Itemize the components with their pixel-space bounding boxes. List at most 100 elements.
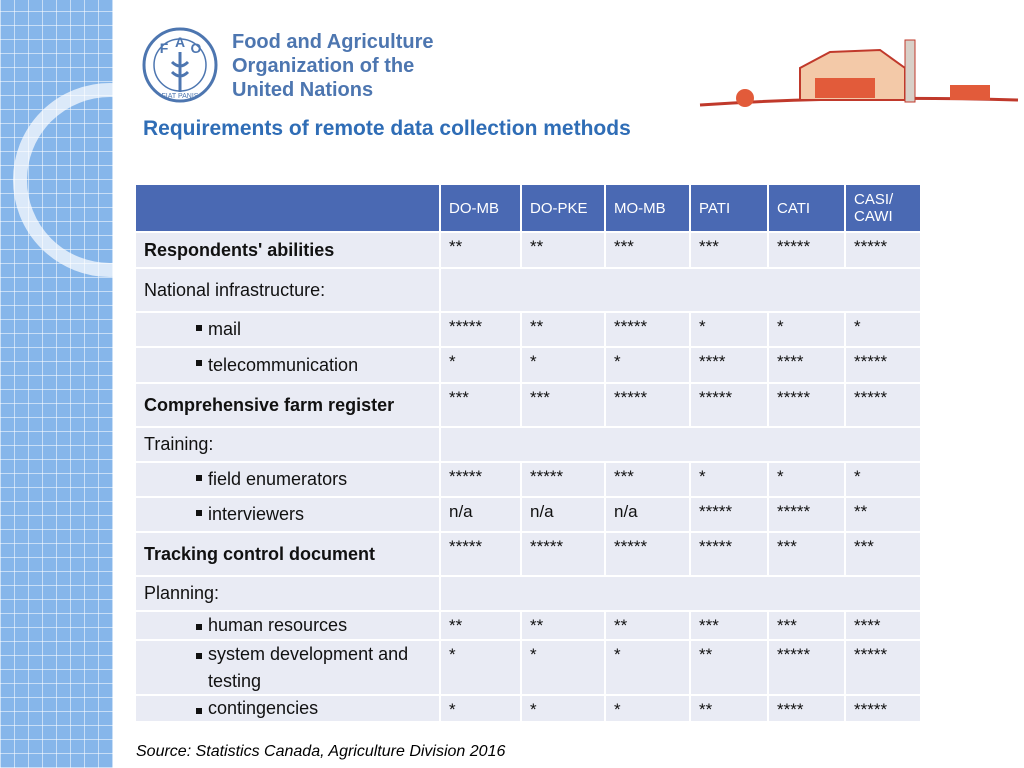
table-cell: **	[522, 233, 604, 267]
row-label: interviewers	[136, 498, 439, 531]
table-cell: *****	[606, 313, 689, 346]
org-name-line: United Nations	[232, 79, 374, 101]
bullet	[196, 475, 202, 481]
row-label: human resources	[136, 612, 439, 639]
table-cell: *	[441, 348, 520, 382]
bullet	[196, 360, 202, 366]
table-cell: ***	[606, 463, 689, 496]
column-header: PATI	[691, 185, 767, 231]
logo-letter: A	[175, 34, 185, 50]
row-label: Respondents' abilities	[136, 233, 439, 267]
row-label: field enumerators	[136, 463, 439, 496]
item-label: telecommunication	[208, 354, 359, 375]
logo-motto: FIAT PANIS	[162, 93, 199, 100]
table-cell: ***	[522, 384, 604, 426]
table-cell: *	[441, 696, 520, 721]
table-cell: *	[522, 348, 604, 382]
row-label: mail	[136, 313, 439, 346]
table-cell: *****	[846, 696, 920, 721]
table-cell: **	[691, 696, 767, 721]
column-header: DO-MB	[441, 185, 520, 231]
table-cell: n/a	[606, 498, 689, 531]
table-cell: ****	[769, 696, 844, 721]
table-cell: ***	[691, 612, 767, 639]
item-label: interviewers	[208, 504, 305, 524]
table-cell: *****	[769, 641, 844, 694]
column-header: MO-MB	[606, 185, 689, 231]
table-cell: **	[691, 641, 767, 694]
section-label: National infrastructure:	[136, 269, 439, 311]
org-name: Food and Agriculture Organization of the…	[232, 30, 433, 102]
table-cell: *****	[441, 463, 520, 496]
section-label: Planning:	[136, 577, 439, 610]
logo-letter: F	[160, 40, 169, 56]
table-cell: n/a	[522, 498, 604, 531]
row-label: telecommunication	[136, 348, 439, 382]
table-cell: *****	[769, 384, 844, 426]
table-cell: ****	[691, 348, 767, 382]
row-label: Comprehensive farm register	[136, 384, 439, 426]
table-cell: ***	[441, 384, 520, 426]
table-cell: *	[522, 641, 604, 694]
source-note: Source: Statistics Canada, Agriculture D…	[136, 743, 506, 760]
item-label: field enumerators	[208, 469, 348, 489]
table-cell: **	[606, 612, 689, 639]
org-name-line: Food and Agriculture	[232, 31, 434, 53]
table-cell: *****	[846, 641, 920, 694]
table-cell: *	[846, 463, 920, 496]
table-cell: **	[522, 612, 604, 639]
table-cell: *****	[691, 384, 767, 426]
bullet	[196, 624, 202, 630]
item-label: human resources	[208, 615, 348, 635]
table-cell: *	[846, 313, 920, 346]
table-cell: ***	[769, 533, 844, 575]
table-cell: ***	[691, 233, 767, 267]
section-fill	[441, 428, 920, 461]
table-cell: ****	[846, 612, 920, 639]
table-cell: ***	[769, 612, 844, 639]
table-cell: *	[522, 696, 604, 721]
sidebar-pattern	[0, 0, 113, 768]
column-header: CASI/ CAWI	[846, 185, 920, 231]
table-cell: *****	[846, 384, 920, 426]
logo-wheat	[170, 52, 190, 92]
logo-letter: O	[191, 40, 202, 56]
table-cell: *****	[606, 384, 689, 426]
bullet	[196, 708, 202, 714]
table-cell: *****	[441, 313, 520, 346]
section-label: Training:	[136, 428, 439, 461]
table-cell: *	[691, 313, 767, 346]
column-header: CATI	[769, 185, 844, 231]
table-cell: *****	[846, 348, 920, 382]
table-cell: *****	[846, 233, 920, 267]
table-cell: **	[441, 612, 520, 639]
table-cell: *	[606, 696, 689, 721]
table-cell: *****	[522, 463, 604, 496]
item-label: contingencies	[208, 698, 319, 718]
table-cell: *	[441, 641, 520, 694]
item-label: system development and testing	[208, 643, 409, 691]
bullet	[196, 510, 202, 516]
table-cell: *****	[522, 533, 604, 575]
table-cell: *	[691, 463, 767, 496]
table-cell: ****	[769, 348, 844, 382]
org-name-line: Organization of the	[232, 55, 415, 77]
section-fill	[441, 577, 920, 610]
table-cell: **	[522, 313, 604, 346]
table-cell: *	[769, 313, 844, 346]
table-cell: *	[769, 463, 844, 496]
table-cell: *****	[606, 533, 689, 575]
table-cell: *****	[691, 533, 767, 575]
bullet	[196, 653, 202, 659]
bullet	[196, 325, 202, 331]
table-cell: **	[441, 233, 520, 267]
table-cell: *****	[441, 533, 520, 575]
farm-illustration	[699, 39, 1019, 107]
row-label: system development and testing	[136, 641, 439, 694]
header-cell	[136, 185, 439, 231]
table-cell: *****	[769, 498, 844, 531]
table-cell: ***	[606, 233, 689, 267]
row-label: Tracking control document	[136, 533, 439, 575]
row-label: contingencies	[136, 696, 439, 721]
